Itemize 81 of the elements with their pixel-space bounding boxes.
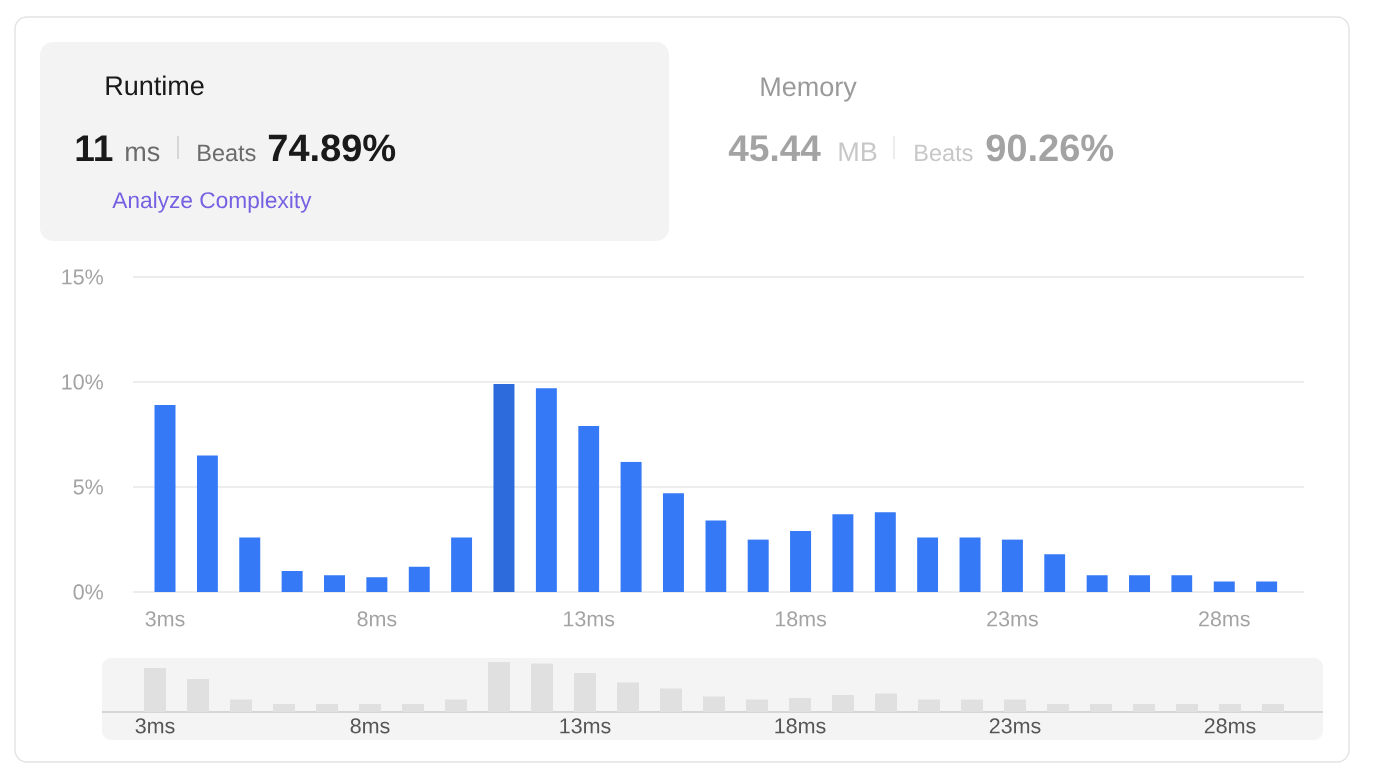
- bar: [1213, 581, 1235, 592]
- bar: [359, 703, 382, 712]
- bar: [1262, 703, 1285, 712]
- x-tick-label: 3ms: [135, 718, 175, 734]
- text: Beats: [198, 144, 256, 162]
- bar: [196, 455, 218, 592]
- text: Beats: [915, 144, 973, 162]
- x-tick-label: 23ms: [987, 611, 1038, 627]
- bar: [1176, 703, 1199, 712]
- text: Memory: [761, 77, 857, 102]
- y-tick-label: 10%: [62, 374, 103, 390]
- bar: [1047, 703, 1070, 712]
- bar: [154, 405, 176, 592]
- bar: [1090, 703, 1113, 712]
- bar: [366, 577, 388, 592]
- bar: [875, 693, 898, 712]
- bar: [144, 667, 167, 712]
- x-tick-label: 13ms: [564, 611, 615, 627]
- bar: [1086, 575, 1108, 592]
- bar: [239, 537, 261, 592]
- bar: [1129, 575, 1151, 592]
- bar: [1171, 575, 1193, 592]
- bar: [705, 520, 727, 592]
- bar: [574, 672, 597, 712]
- bar: [1133, 703, 1156, 712]
- x-tick-label: 8ms: [357, 611, 397, 627]
- bar: [1004, 699, 1027, 712]
- bar: [789, 697, 812, 712]
- y-tick-label: 5%: [73, 479, 103, 495]
- bar: [617, 682, 640, 712]
- bar: [703, 696, 726, 712]
- bar: [531, 663, 554, 712]
- bar: [874, 512, 896, 592]
- bar: [281, 570, 303, 592]
- bar: [747, 539, 769, 592]
- x-tick-label: 13ms: [560, 718, 611, 734]
- bar: [660, 688, 683, 712]
- bar: [445, 699, 468, 712]
- bar: [918, 699, 941, 712]
- y-tick-label: 0%: [73, 584, 103, 600]
- bar: [620, 461, 642, 592]
- x-tick-label: 23ms: [989, 718, 1041, 734]
- bar: [230, 699, 253, 712]
- text: Analyze Complexity: [112, 191, 312, 213]
- x-tick-label: 28ms: [1204, 718, 1256, 734]
- bar: [1256, 581, 1278, 592]
- bar: [790, 531, 812, 592]
- text: 45.44: [728, 135, 821, 162]
- bar: [578, 426, 600, 592]
- bar: [1219, 703, 1242, 712]
- x-tick-label: 8ms: [350, 718, 390, 734]
- text: Runtime: [106, 75, 204, 96]
- text: MB: [839, 142, 877, 161]
- text: 74.89%: [268, 134, 396, 162]
- bar: [408, 566, 430, 592]
- bar: [746, 699, 769, 712]
- bar: [187, 678, 210, 712]
- bar: [402, 703, 425, 712]
- bar: [493, 384, 515, 592]
- x-tick-label: 28ms: [1199, 611, 1250, 627]
- bar: [832, 694, 855, 712]
- bar: [316, 703, 339, 712]
- bar: [1044, 554, 1066, 592]
- bar: [662, 493, 684, 592]
- text: 11: [76, 135, 113, 161]
- bar: [535, 388, 557, 592]
- bar: [961, 699, 984, 712]
- bar: [323, 575, 345, 592]
- bar: [273, 703, 296, 712]
- bar: [959, 537, 981, 592]
- bar: [451, 537, 473, 592]
- bar: [488, 661, 511, 712]
- bar: [917, 537, 939, 592]
- x-tick-label: 18ms: [775, 718, 826, 734]
- x-tick-label: 18ms: [775, 611, 827, 627]
- bar: [832, 514, 854, 592]
- bar: [1001, 539, 1023, 592]
- y-tick-label: 15%: [62, 269, 103, 285]
- text: 90.26%: [986, 134, 1114, 162]
- text: ms: [126, 146, 160, 162]
- x-tick-label: 3ms: [145, 611, 185, 627]
